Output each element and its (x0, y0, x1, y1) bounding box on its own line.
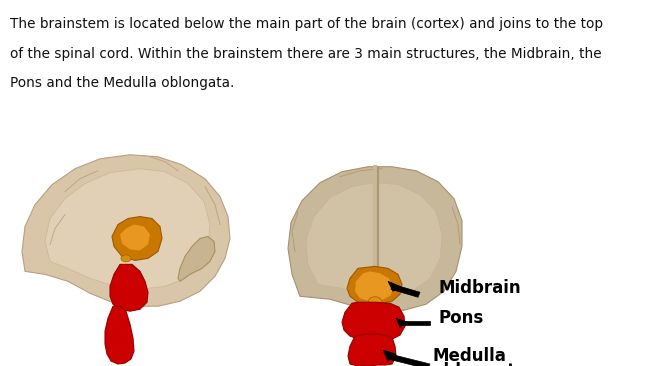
Polygon shape (388, 354, 430, 366)
Polygon shape (383, 350, 396, 361)
Polygon shape (347, 266, 402, 304)
Polygon shape (400, 321, 430, 325)
Polygon shape (388, 281, 400, 291)
Polygon shape (45, 169, 210, 289)
Polygon shape (112, 217, 162, 260)
Text: Pons and the Medulla oblongata.: Pons and the Medulla oblongata. (10, 76, 234, 90)
Polygon shape (110, 264, 148, 311)
Polygon shape (355, 271, 393, 301)
Polygon shape (22, 155, 230, 306)
Text: Pons: Pons (438, 309, 483, 327)
Text: of the spinal cord. Within the brainstem there are 3 main structures, the Midbra: of the spinal cord. Within the brainstem… (10, 46, 601, 60)
Polygon shape (342, 302, 405, 342)
Polygon shape (288, 167, 462, 310)
Text: The brainstem is located below the main part of the brain (cortex) and joins to : The brainstem is located below the main … (10, 18, 603, 31)
Text: Medulla: Medulla (432, 347, 506, 365)
Text: Midbrain: Midbrain (438, 279, 521, 297)
Polygon shape (391, 284, 420, 297)
Polygon shape (105, 306, 134, 364)
Polygon shape (348, 334, 396, 366)
Polygon shape (396, 318, 408, 327)
Ellipse shape (121, 255, 131, 262)
Polygon shape (120, 224, 150, 250)
Polygon shape (306, 183, 442, 296)
Text: oblongata: oblongata (432, 362, 526, 366)
Ellipse shape (369, 297, 382, 306)
Polygon shape (178, 236, 215, 281)
